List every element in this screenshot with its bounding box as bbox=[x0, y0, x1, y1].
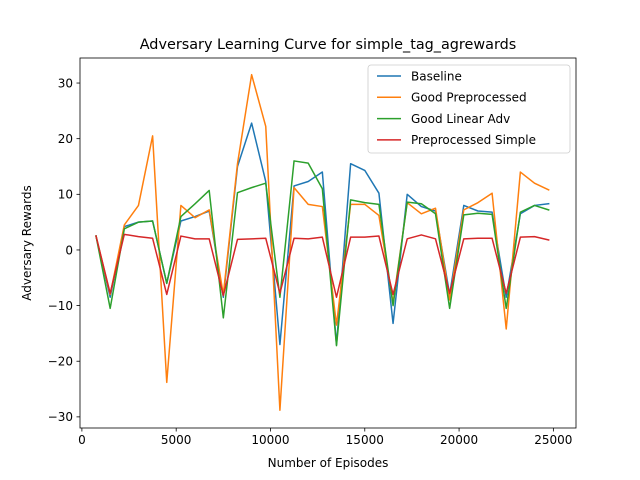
y-tick-label-6: 30 bbox=[58, 76, 73, 90]
y-tick-label-2: −10 bbox=[48, 299, 73, 313]
x-tick-label-3: 15000 bbox=[346, 433, 384, 447]
x-axis-title: Number of Episodes bbox=[268, 456, 389, 470]
legend-box bbox=[367, 64, 571, 154]
y-tick-label-1: −20 bbox=[48, 355, 73, 369]
y-tick-label-4: 10 bbox=[58, 188, 73, 202]
x-tick-label-5: 25000 bbox=[534, 433, 572, 447]
x-tick-label-4: 20000 bbox=[440, 433, 478, 447]
legend-label-0: Baseline bbox=[411, 69, 462, 83]
chart-title: Adversary Learning Curve for simple_tag_… bbox=[140, 37, 517, 53]
legend-label-3: Preprocessed Simple bbox=[411, 133, 536, 147]
series-line-2 bbox=[95, 160, 550, 347]
axes-frame bbox=[79, 57, 577, 429]
axes: 0 5000 10000 15000 20000 25000 −30 −20 −10 0 10 20 3… bbox=[48, 57, 577, 447]
legend-label-2: Good Linear Adv bbox=[411, 112, 510, 126]
plot-area bbox=[95, 73, 550, 411]
legend: Baseline Good Preprocessed Good Linear Adv… bbox=[367, 64, 571, 154]
y-tick-label-0: −30 bbox=[48, 410, 73, 424]
y-axis-title: Adversary Rewards bbox=[20, 185, 34, 300]
series-line-1 bbox=[95, 73, 550, 411]
series-line-3 bbox=[95, 233, 550, 298]
y-tick-label-3: 0 bbox=[65, 243, 73, 257]
x-tick-label-2: 10000 bbox=[251, 433, 289, 447]
y-tick-label-5: 20 bbox=[58, 132, 73, 146]
x-tick-label-1: 5000 bbox=[161, 433, 192, 447]
x-tick-label-0: 0 bbox=[78, 433, 86, 447]
legend-label-1: Good Preprocessed bbox=[411, 91, 527, 105]
